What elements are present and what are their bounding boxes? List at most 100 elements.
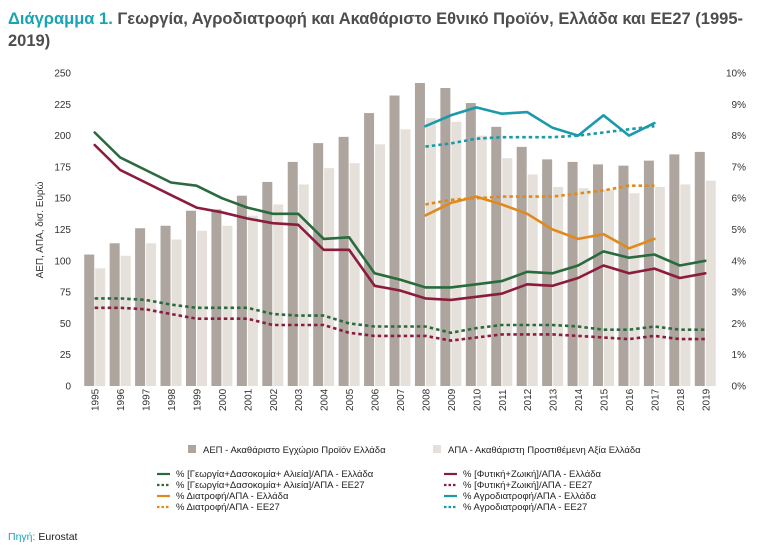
y-tick-label: 100 [54, 256, 71, 267]
gdp-bar [516, 146, 527, 386]
gdp-bar [643, 160, 654, 386]
x-tick-label: 1997 [142, 388, 153, 411]
x-tick-label: 1999 [193, 388, 204, 411]
gdp-bar [567, 161, 578, 386]
gva-bar [273, 204, 284, 386]
gdp-bar [160, 225, 171, 386]
gva-bar [680, 184, 691, 386]
legend-label-series-7: % Αγροδιατροφή/ΑΠΑ - ΕΕ27 [463, 502, 587, 513]
gdp-bar [135, 228, 146, 386]
gdp-bar [465, 103, 476, 386]
x-tick-label: 1996 [116, 388, 127, 411]
gva-bar [553, 186, 564, 386]
y-tick-label: 50 [60, 319, 72, 330]
x-tick-label: 2015 [600, 388, 611, 411]
gva-bar [375, 144, 386, 386]
x-tick-label: 2012 [523, 388, 534, 411]
y2-tick-label: 7% [732, 162, 747, 173]
gdp-bar [109, 243, 120, 386]
y-tick-label: 200 [54, 131, 71, 142]
y-tick-label: 225 [54, 100, 71, 111]
gdp-bar [694, 151, 705, 386]
gva-bar [476, 135, 487, 386]
y-tick-label: 250 [54, 69, 71, 80]
chart-title-text: Γεωργία, Αγροδιατροφή και Ακαθάριστο Εθν… [8, 10, 743, 50]
gva-bar [247, 215, 258, 386]
legend-label-gva: ΑΠΑ - Ακαθάριστη Προστιθέμενη Αξία Ελλάδ… [448, 445, 641, 456]
gva-bar [604, 189, 615, 386]
gdp-bar [669, 154, 680, 386]
gdp-bar [414, 83, 425, 387]
y2-tick-label: 3% [732, 288, 747, 299]
y2-tick-label: 5% [732, 225, 747, 236]
legend-label-series-1: % [Γεωργία+Δασοκομία+ Αλιεία]/ΑΠΑ - ΕΕ27 [176, 480, 365, 491]
gdp-bar [313, 143, 324, 386]
gva-bar [629, 193, 640, 386]
x-tick-label: 2010 [472, 388, 483, 411]
legend-label-series-0: % [Γεωργία+Δασοκομία+ Αλιεία]/ΑΠΑ - Ελλά… [176, 469, 374, 480]
y2-tick-label: 10% [726, 69, 746, 80]
series-line-3 [94, 306, 706, 342]
x-tick-label: 2006 [371, 388, 382, 411]
x-tick-label: 2002 [269, 388, 280, 411]
gva-bar [578, 188, 589, 386]
chart-title: Διάγραμμα 1. Γεωργία, Αγροδιατροφή και Α… [8, 8, 748, 52]
gdp-bar [440, 88, 451, 387]
gdp-bar [338, 136, 349, 386]
x-tick-label: 2016 [625, 388, 636, 411]
series-line-2 [93, 143, 707, 302]
x-tick-label: 2008 [421, 388, 432, 411]
y2-tick-label: 0% [732, 382, 747, 393]
y-tick-label: 0 [65, 382, 71, 393]
gdp-bar [593, 164, 604, 386]
x-tick-label: 2011 [498, 389, 509, 411]
y2-tick-label: 4% [732, 256, 747, 267]
y2-tick-label: 9% [732, 100, 747, 111]
gva-bar [95, 268, 106, 386]
y-tick-label: 25 [60, 350, 72, 361]
gva-bar [146, 243, 157, 386]
series-line-4 [424, 195, 656, 250]
source-label: Πηγή: [8, 531, 36, 543]
gva-bar [171, 239, 182, 386]
legend-label-gdp: ΑΕΠ - Ακαθάριστο Εγχώριο Προϊόν Ελλάδα [203, 445, 386, 456]
legend-swatch-gva [433, 445, 441, 453]
gva-bar [451, 121, 462, 386]
gva-bar [425, 118, 436, 387]
gdp-bar [364, 113, 375, 387]
series-line-1 [94, 297, 706, 335]
gdp-bar [618, 165, 629, 386]
gva-bar [400, 129, 411, 386]
x-tick-label: 2007 [396, 388, 407, 411]
y-axis-label: ΑΕΠ, ΑΠΑ, δισ. Ευρώ [34, 181, 46, 278]
x-tick-label: 2003 [294, 388, 305, 411]
y-tick-label: 125 [54, 225, 71, 236]
gva-bar [324, 168, 335, 386]
y2-tick-label: 2% [732, 319, 747, 330]
x-tick-label: 2013 [549, 388, 560, 411]
source-value: Eurostat [38, 531, 78, 543]
series-line-7 [425, 124, 655, 148]
x-tick-label: 1998 [167, 388, 178, 411]
gva-bar [196, 230, 207, 386]
gdp-bar [185, 210, 196, 386]
y2-tick-label: 8% [732, 131, 747, 142]
x-tick-label: 1995 [91, 388, 102, 411]
y-tick-label: 175 [54, 162, 71, 173]
gva-bar [120, 255, 131, 386]
x-tick-label: 2017 [650, 388, 661, 411]
gdp-bar [211, 209, 222, 386]
series-line-5 [425, 184, 655, 206]
x-tick-label: 2001 [243, 388, 254, 411]
x-tick-label: 2004 [320, 388, 331, 411]
legend-label-series-4: % Διατροφή/ΑΠΑ - Ελλάδα [176, 491, 289, 502]
series-line-0 [93, 131, 707, 289]
x-tick-label: 2014 [574, 388, 585, 411]
x-tick-label: 2009 [447, 388, 458, 411]
legend-label-series-6: % Αγροδιατροφή/ΑΠΑ - Ελλάδα [463, 491, 597, 502]
gdp-bar [287, 161, 298, 386]
y-tick-label: 75 [60, 288, 72, 299]
legend-label-series-3: % [Φυτική+Ζωική]/ΑΠΑ - ΕΕ27 [463, 480, 592, 491]
gva-bar [298, 184, 309, 386]
